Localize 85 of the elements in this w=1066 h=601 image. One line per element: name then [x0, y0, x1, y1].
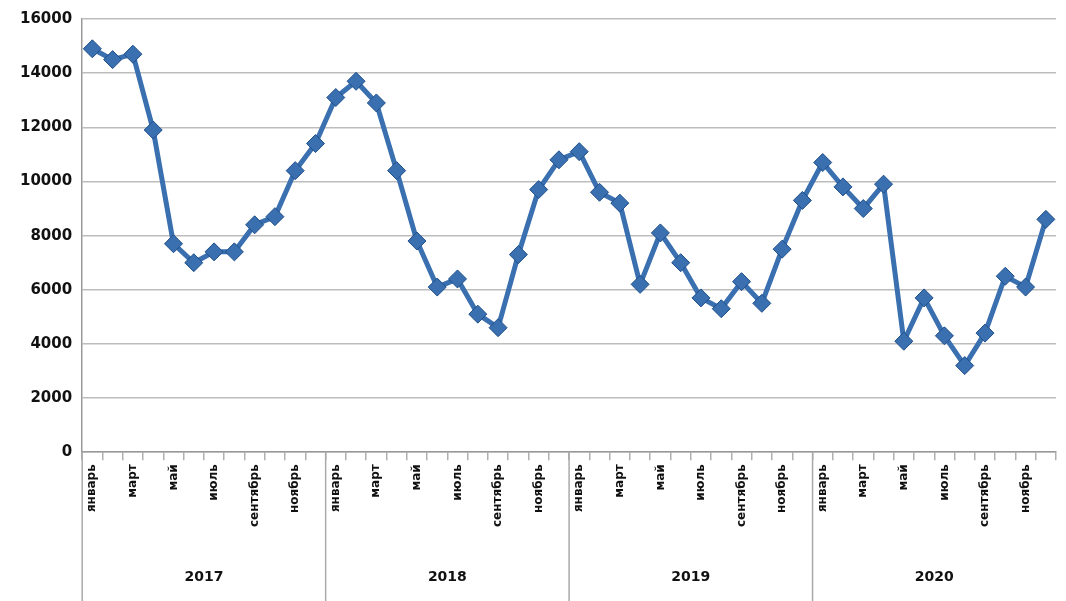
point [265, 207, 285, 227]
point [590, 182, 610, 202]
point [813, 153, 833, 173]
x-tick-label: июль [206, 463, 221, 501]
x-tick-label: ноябрь [287, 463, 302, 514]
point [448, 269, 468, 289]
point [934, 326, 954, 346]
point [306, 134, 325, 154]
point [853, 199, 873, 219]
point [874, 174, 894, 194]
x-tick-label: июль [693, 463, 708, 501]
point [488, 318, 508, 338]
x-tick-label: ноябрь [530, 463, 545, 514]
x-tick-label: январь [571, 463, 586, 513]
point [691, 288, 711, 308]
x-tick-label: май [652, 464, 667, 491]
x-tick-label: май [895, 464, 910, 491]
y-tick-label: 12000 [20, 117, 73, 136]
x-tick-label: май [165, 464, 180, 491]
x-tick-label: июль [449, 463, 464, 501]
point [955, 356, 975, 376]
point [468, 304, 488, 324]
y-tick-label: 0 [61, 442, 73, 461]
y-tick-label: 4000 [30, 333, 73, 352]
point [123, 44, 143, 64]
point [1016, 277, 1036, 297]
y-tick-label: 14000 [20, 63, 73, 82]
x-tick-label: сентябрь [733, 463, 748, 528]
y-tick-label: 2000 [30, 387, 73, 406]
point [975, 323, 995, 343]
point [103, 50, 123, 70]
point [630, 274, 650, 294]
y-tick-label: 10000 [20, 171, 73, 190]
point [326, 88, 346, 108]
point [995, 266, 1015, 286]
point [143, 120, 163, 140]
x-tick-label: март [855, 464, 870, 498]
point [711, 299, 731, 319]
point [285, 161, 305, 181]
point [792, 190, 812, 210]
point [204, 242, 224, 262]
x-tick-label: сентябрь [246, 463, 261, 528]
text: 2019 [671, 567, 711, 584]
text: 2017 [184, 567, 224, 584]
x-tick-label: январь [814, 463, 829, 513]
x-tick-label: ноябрь [1017, 463, 1032, 514]
point [833, 177, 853, 197]
point [407, 231, 427, 251]
point [650, 223, 670, 243]
text: 2018 [427, 567, 467, 584]
y-tick-label: 16000 [20, 8, 73, 27]
point [752, 293, 772, 313]
x-tick-label: сентябрь [977, 463, 992, 528]
point [163, 234, 183, 254]
point [184, 253, 204, 273]
point [224, 242, 244, 262]
point [82, 39, 102, 59]
point [569, 142, 589, 162]
text: 2020 [914, 567, 955, 584]
x-tick-label: март [125, 464, 140, 498]
x-tick-label: январь [84, 463, 99, 513]
point [508, 245, 528, 265]
x-tick-label: июль [936, 463, 951, 501]
point [1036, 209, 1056, 229]
y-tick-label: 6000 [30, 279, 73, 298]
x-tick-label: январь [327, 463, 342, 513]
point [914, 288, 934, 308]
x-tick-label: сентябрь [490, 463, 505, 528]
point [346, 71, 366, 91]
point [549, 150, 569, 170]
x-tick-label: ноябрь [774, 463, 789, 514]
point [671, 253, 691, 273]
x-tick-label: май [409, 464, 424, 491]
point [245, 215, 265, 235]
x-tick-label: март [368, 464, 383, 498]
point [427, 277, 447, 297]
point [772, 239, 792, 259]
point [732, 272, 752, 292]
x-tick-label: март [611, 464, 626, 498]
point [366, 93, 386, 113]
point [894, 331, 914, 351]
y-tick-label: 8000 [30, 225, 73, 244]
point [387, 161, 407, 181]
point [610, 193, 630, 213]
point [529, 180, 549, 200]
